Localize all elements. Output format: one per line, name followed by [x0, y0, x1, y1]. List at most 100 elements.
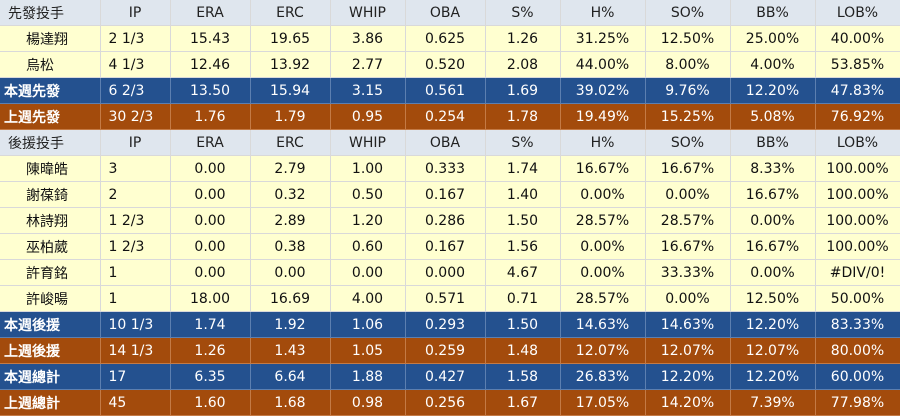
cell-h-pct: 31.25% [560, 25, 646, 52]
cell-era: 12.46 [170, 51, 251, 78]
cell-oba: 0.259 [405, 337, 486, 364]
cell-whip: 1.20 [330, 207, 406, 234]
cell-h-pct: 12.07% [560, 337, 646, 364]
cell-lob-pct: 77.98% [815, 389, 900, 416]
cell-whip: 2.77 [330, 51, 406, 78]
cell-ip: 30 2/3 [100, 103, 171, 130]
cell-era: 1.60 [170, 389, 251, 416]
cell-bb-pct: 12.20% [730, 77, 816, 104]
cell-h-pct: 16.67% [560, 155, 646, 182]
cell-oba: 0.520 [405, 51, 486, 78]
cell-ip: 3 [100, 155, 171, 182]
cell-s-pct: 1.50 [485, 311, 561, 338]
row-label: 上週總計 [0, 389, 101, 416]
cell-s-pct: 1.40 [485, 181, 561, 208]
cell-lob-pct: 76.92% [815, 103, 900, 130]
cell-ip: 1 [100, 259, 171, 286]
cell-bb-pct: 4.00% [730, 51, 816, 78]
cell-erc: 0.32 [250, 181, 331, 208]
cell-so-pct: 14.20% [645, 389, 731, 416]
column-header-ip: IP [100, 0, 171, 26]
cell-era: 1.26 [170, 337, 251, 364]
cell-oba: 0.333 [405, 155, 486, 182]
cell-era: 1.74 [170, 311, 251, 338]
cell-whip: 1.05 [330, 337, 406, 364]
cell-so-pct: 12.07% [645, 337, 731, 364]
cell-era: 18.00 [170, 285, 251, 312]
section-header-row: 後援投手 IP ERA ERC WHIP OBA S% H% SO% BB% LOB% [0, 129, 900, 156]
cell-s-pct: 4.67 [485, 259, 561, 286]
column-header-oba: OBA [405, 129, 486, 156]
cell-bb-pct: 25.00% [730, 25, 816, 52]
cell-bb-pct: 0.00% [730, 259, 816, 286]
cell-era: 0.00 [170, 207, 251, 234]
cell-whip: 0.95 [330, 103, 406, 130]
cell-whip: 3.15 [330, 77, 406, 104]
column-header-oba: OBA [405, 0, 486, 26]
cell-ip: 45 [100, 389, 171, 416]
column-header-whip: WHIP [330, 0, 406, 26]
column-header-s-pct: S% [485, 129, 561, 156]
column-header-whip: WHIP [330, 129, 406, 156]
row-label: 林詩翔 [0, 207, 101, 234]
row-label: 謝葆錡 [0, 181, 101, 208]
cell-whip: 1.06 [330, 311, 406, 338]
pitcher-row: 許育銘 1 0.00 0.00 0.00 0.000 4.67 0.00% 33.33% 0.00… [0, 259, 900, 286]
pitcher-row: 許峻暘 1 18.00 16.69 4.00 0.571 0.71 28.57% 0.00% 12… [0, 285, 900, 312]
cell-h-pct: 0.00% [560, 181, 646, 208]
cell-erc: 19.65 [250, 25, 331, 52]
cell-era: 0.00 [170, 233, 251, 260]
last-week-total-row: 上週先發 30 2/3 1.76 1.79 0.95 0.254 1.78 19.49% 15.… [0, 103, 900, 130]
column-header-bb-pct: BB% [730, 129, 816, 156]
cell-erc: 1.79 [250, 103, 331, 130]
section-header-label: 後援投手 [0, 129, 101, 156]
cell-bb-pct: 12.20% [730, 311, 816, 338]
cell-bb-pct: 16.67% [730, 181, 816, 208]
pitcher-row: 烏松 4 1/3 12.46 13.92 2.77 0.520 2.08 44.00% 8.00… [0, 51, 900, 78]
last-week-grand-total-row: 上週總計 45 1.60 1.68 0.98 0.256 1.67 17.05% 14.20% 7… [0, 389, 900, 416]
cell-bb-pct: 16.67% [730, 233, 816, 260]
cell-oba: 0.293 [405, 311, 486, 338]
cell-s-pct: 1.74 [485, 155, 561, 182]
cell-lob-pct: 53.85% [815, 51, 900, 78]
cell-era: 0.00 [170, 181, 251, 208]
cell-whip: 4.00 [330, 285, 406, 312]
cell-era: 15.43 [170, 25, 251, 52]
column-header-erc: ERC [250, 0, 331, 26]
cell-h-pct: 39.02% [560, 77, 646, 104]
cell-bb-pct: 0.00% [730, 207, 816, 234]
cell-lob-pct: 100.00% [815, 207, 900, 234]
cell-ip: 2 [100, 181, 171, 208]
cell-era: 0.00 [170, 259, 251, 286]
pitcher-row: 林詩翔 1 2/3 0.00 2.89 1.20 0.286 1.50 28.57% 28.57… [0, 207, 900, 234]
cell-s-pct: 2.08 [485, 51, 561, 78]
cell-erc: 2.79 [250, 155, 331, 182]
column-header-era: ERA [170, 0, 251, 26]
cell-bb-pct: 12.20% [730, 363, 816, 390]
cell-era: 13.50 [170, 77, 251, 104]
column-header-lob-pct: LOB% [815, 129, 900, 156]
cell-so-pct: 0.00% [645, 285, 731, 312]
this-week-grand-total-row: 本週總計 17 6.35 6.64 1.88 0.427 1.58 26.83% 12.20% 1… [0, 363, 900, 390]
cell-lob-pct: 40.00% [815, 25, 900, 52]
cell-ip: 14 1/3 [100, 337, 171, 364]
cell-s-pct: 1.58 [485, 363, 561, 390]
cell-ip: 1 [100, 285, 171, 312]
row-label: 巫柏葳 [0, 233, 101, 260]
column-header-bb-pct: BB% [730, 0, 816, 26]
column-header-so-pct: SO% [645, 0, 731, 26]
cell-h-pct: 26.83% [560, 363, 646, 390]
cell-era: 0.00 [170, 155, 251, 182]
cell-so-pct: 9.76% [645, 77, 731, 104]
row-label: 本週後援 [0, 311, 101, 338]
cell-erc: 1.43 [250, 337, 331, 364]
column-header-ip: IP [100, 129, 171, 156]
cell-so-pct: 14.63% [645, 311, 731, 338]
cell-so-pct: 12.50% [645, 25, 731, 52]
row-label: 許峻暘 [0, 285, 101, 312]
cell-whip: 0.98 [330, 389, 406, 416]
cell-erc: 0.00 [250, 259, 331, 286]
cell-whip: 0.00 [330, 259, 406, 286]
cell-oba: 0.167 [405, 233, 486, 260]
column-header-erc: ERC [250, 129, 331, 156]
